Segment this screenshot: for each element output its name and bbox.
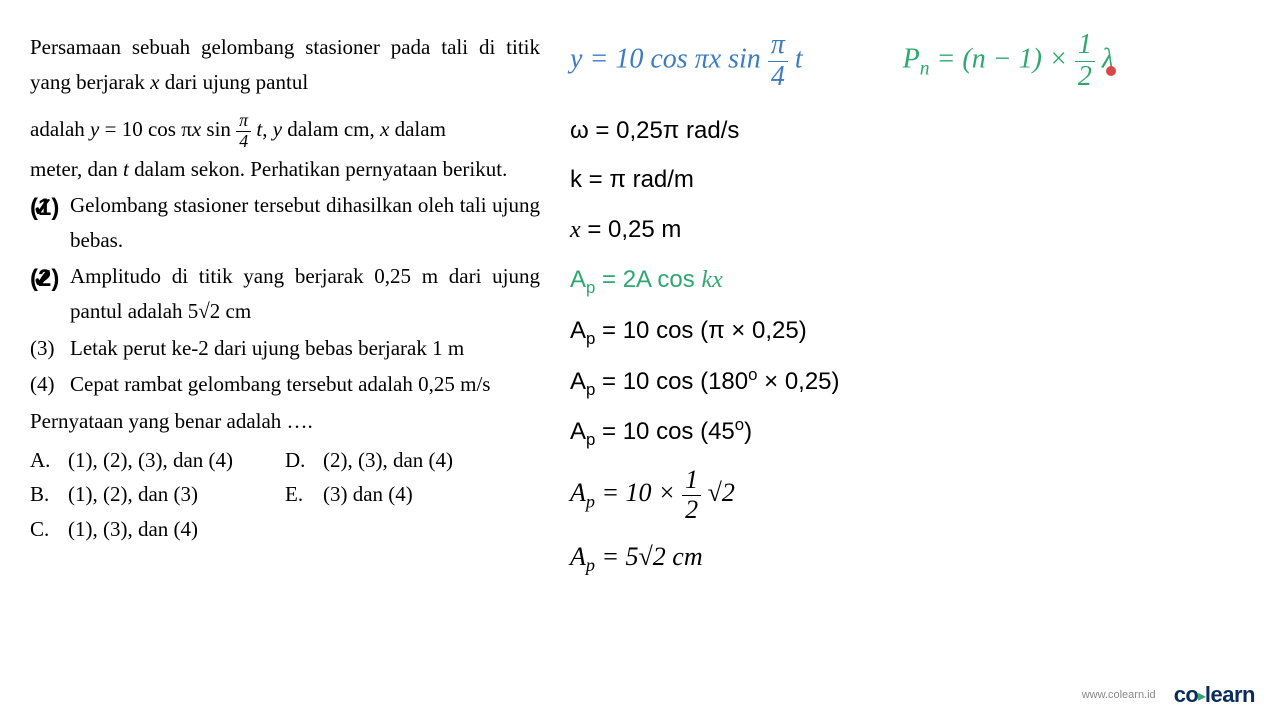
statement-3: (3) Letak perut ke-2 dari ujung bebas be… — [30, 331, 540, 366]
statement-3-text: Letak perut ke-2 dari ujung bebas berjar… — [70, 331, 540, 366]
footer: www.colearn.id co▸learn — [1082, 682, 1255, 708]
k-line: k = π rad/m — [570, 157, 1260, 203]
statement-2: (2) Amplitudo di titik yang berjarak 0,2… — [30, 259, 540, 328]
eq-dalam: dalam — [389, 117, 446, 141]
statement-4: (4) Cepat rambat gelombang tersebut adal… — [30, 367, 540, 402]
ap-step-1: Ap = 10 cos (π × 0,25) — [570, 308, 1260, 355]
statement-4-num: (4) — [30, 367, 60, 402]
ap-result: Ap = 5√2 cm — [570, 532, 1260, 583]
question-text: Pernyataan yang benar adalah …. — [30, 404, 540, 439]
pointer-dot-icon — [1106, 66, 1116, 76]
eq-dalam-cm: dalam cm, — [282, 117, 380, 141]
adalah: adalah — [30, 117, 90, 141]
option-d: D.(2), (3), dan (4) — [285, 443, 540, 478]
frac-half-2: 12 — [682, 466, 701, 524]
intro-paragraph: Persamaan sebuah gelombang stasioner pad… — [30, 30, 540, 99]
meter-text2: dalam sekon. Perhatikan pernyataan berik… — [129, 157, 507, 181]
ap-formula-green: Ap = 2A cos kx — [570, 257, 1260, 304]
meter-text: meter, dan — [30, 157, 123, 181]
frac-pi-4: π4 — [768, 30, 788, 93]
option-a: A.(1), (2), (3), dan (4) — [30, 443, 285, 478]
problem-column: Persamaan sebuah gelombang stasioner pad… — [30, 30, 540, 587]
frac-half: 12 — [1075, 30, 1095, 93]
header-equations: y = 10 cos πx sin π4 t Pn = (n − 1) × 12… — [570, 30, 1260, 93]
statement-4-text: Cepat rambat gelombang tersebut adalah 0… — [70, 367, 540, 402]
ap-step-4: Ap = 10 × 12 √2 — [570, 466, 1260, 524]
eq-y: y — [90, 117, 99, 141]
eq-y2: y — [273, 117, 282, 141]
checkmark-icon: (2) — [30, 259, 60, 328]
eq-x: x — [192, 117, 201, 141]
statement-1-text: Gelombang stasioner tersebut dihasilkan … — [70, 188, 540, 257]
eq-x2: x — [380, 117, 389, 141]
eq-sin: sin — [201, 117, 236, 141]
ap-step-2: Ap = 10 cos (180o × 0,25) — [570, 359, 1260, 406]
eq-frac: π4 — [236, 111, 251, 151]
intro-text-2: dari ujung pantul — [159, 70, 308, 94]
eq-post: , — [262, 117, 273, 141]
omega-line: ω = 0,25π rad/s — [570, 108, 1260, 154]
eq-rhs: = 10 cos π — [99, 117, 191, 141]
equation-line: adalah y = 10 cos πx sin π4 t, y dalam c… — [30, 111, 540, 151]
x-line: x = 0,25 m — [570, 207, 1260, 254]
option-b: B.(1), (2), dan (3) — [30, 477, 285, 512]
option-c: C.(1), (3), dan (4) — [30, 512, 285, 547]
statement-3-num: (3) — [30, 331, 60, 366]
ap-step-3: Ap = 10 cos (45o) — [570, 409, 1260, 456]
meter-line: meter, dan t dalam sekon. Perhatikan per… — [30, 152, 540, 187]
footer-url: www.colearn.id — [1082, 689, 1156, 701]
options-grid: A.(1), (2), (3), dan (4) D.(2), (3), dan… — [30, 443, 540, 547]
solution-column: y = 10 cos πx sin π4 t Pn = (n − 1) × 12… — [570, 30, 1260, 587]
option-e: E.(3) dan (4) — [285, 477, 540, 512]
equation-pn-green: Pn = (n − 1) × 12 λ — [903, 30, 1131, 93]
equation-y-blue: y = 10 cos πx sin π4 t — [570, 30, 803, 93]
footer-logo: co▸learn — [1174, 682, 1255, 708]
statement-1: (1) Gelombang stasioner tersebut dihasil… — [30, 188, 540, 257]
checkmark-icon: (1) — [30, 188, 60, 257]
statement-2-text: Amplitudo di titik yang berjarak 0,25 m … — [70, 259, 540, 328]
